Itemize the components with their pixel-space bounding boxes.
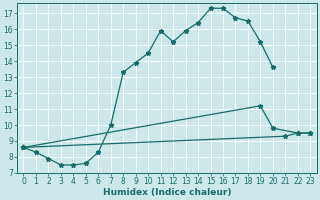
X-axis label: Humidex (Indice chaleur): Humidex (Indice chaleur) — [103, 188, 231, 197]
